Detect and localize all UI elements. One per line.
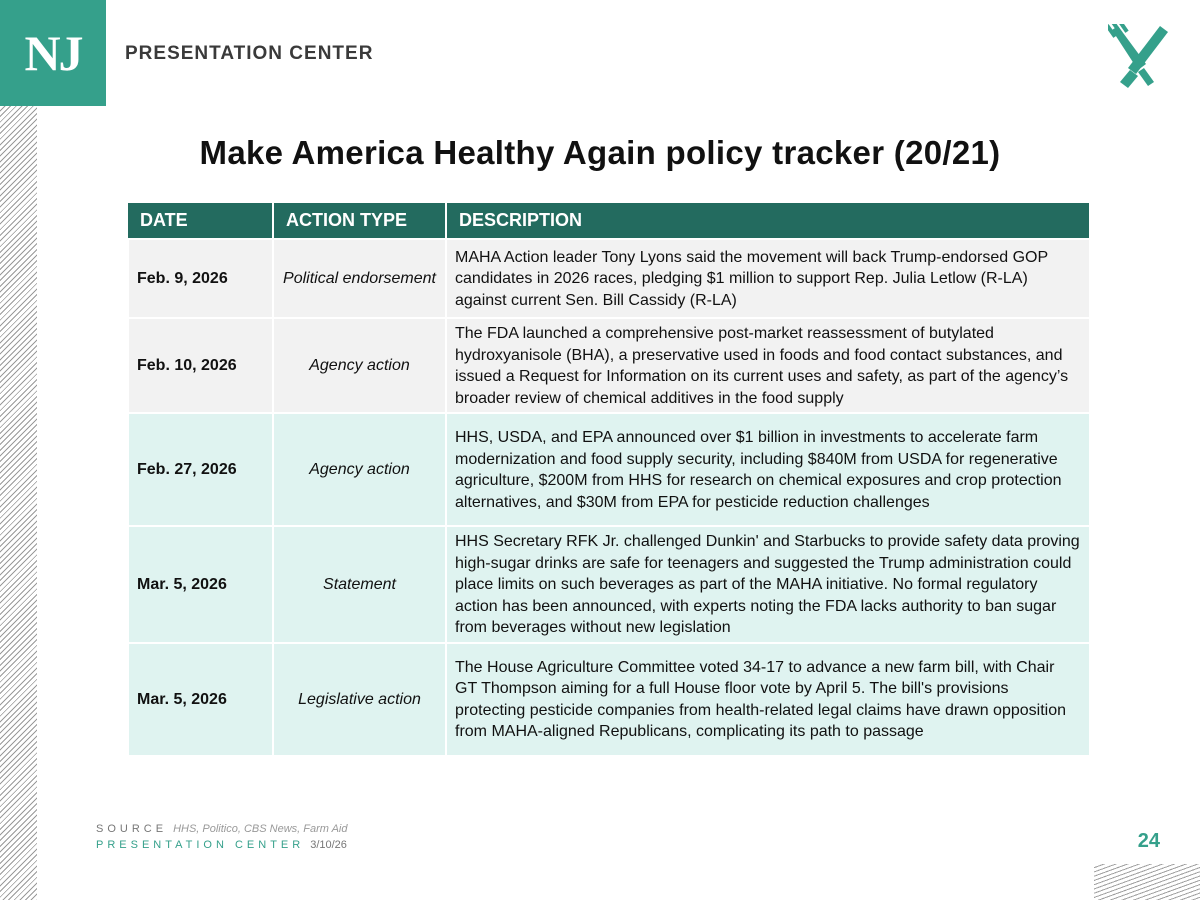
center-label: PRESENTATION CENTER (96, 839, 305, 851)
policy-table: DATE ACTION TYPE DESCRIPTION Feb. 9, 202… (127, 203, 1091, 757)
center-line: PRESENTATION CENTER 3/10/26 (96, 839, 347, 851)
table-row: Feb. 9, 2026 Political endorsement MAHA Ac… (127, 238, 1091, 319)
column-header: ACTION TYPE (273, 203, 447, 240)
brand: PRESENTATION CENTER (125, 43, 374, 64)
title: Make America Healthy Again policy tracke… (199, 134, 1001, 171)
date-cell: Feb. 10, 2026 (127, 317, 274, 414)
table-row: Mar. 5, 2026 Legislative action The House … (127, 641, 1091, 757)
table-row: Feb. 10, 2026 Agency action The FDA launch… (127, 317, 1091, 414)
action-type-cell: Statement (272, 525, 447, 644)
action-type-cell: Agency action (272, 317, 447, 414)
table-row: Mar. 5, 2026 Statement HHS Secretary RFK J… (127, 525, 1091, 644)
table-body: Feb. 9, 2026 Political endorsement MAHA Ac… (127, 238, 1091, 757)
column-header: DESCRIPTION (446, 203, 1091, 240)
description-cell: HHS, USDA, and EPA announced over $1 bil… (445, 412, 1091, 527)
action-type-cell: Political endorsement (272, 238, 447, 319)
date: 3/10/26 (310, 839, 347, 851)
hatch-decoration (1094, 864, 1200, 900)
source: HHS, Politico, CBS News, Farm Aid (173, 823, 348, 835)
source-line: SOURCE HHS, Politico, CBS News, Farm Aid (96, 823, 347, 835)
date-cell: Feb. 27, 2026 (127, 412, 274, 527)
column-header: DATE (128, 203, 274, 240)
utensils-icon (1108, 24, 1168, 88)
page-number: 24 (1137, 830, 1160, 852)
description-cell: The FDA launched a comprehensive post-ma… (445, 317, 1091, 414)
date-cell: Mar. 5, 2026 (127, 525, 274, 644)
date-cell: Mar. 5, 2026 (127, 641, 274, 757)
action-type-cell: Agency action (272, 412, 447, 527)
table-row: Feb. 27, 2026 Agency action HHS, USDA, and… (127, 412, 1091, 527)
header-row: DATE ACTION TYPE DESCRIPTION (128, 203, 1091, 240)
action-type-cell: Legislative action (272, 641, 447, 757)
description-cell: HHS Secretary RFK Jr. challenged Dunkin'… (445, 525, 1091, 644)
description-cell: The House Agriculture Committee voted 34… (445, 641, 1091, 757)
source-label: SOURCE (96, 823, 168, 835)
date-cell: Feb. 9, 2026 (127, 238, 274, 319)
description-cell: MAHA Action leader Tony Lyons said the m… (445, 238, 1091, 319)
hatch-decoration (0, 106, 37, 900)
logo: NJ (0, 0, 106, 106)
